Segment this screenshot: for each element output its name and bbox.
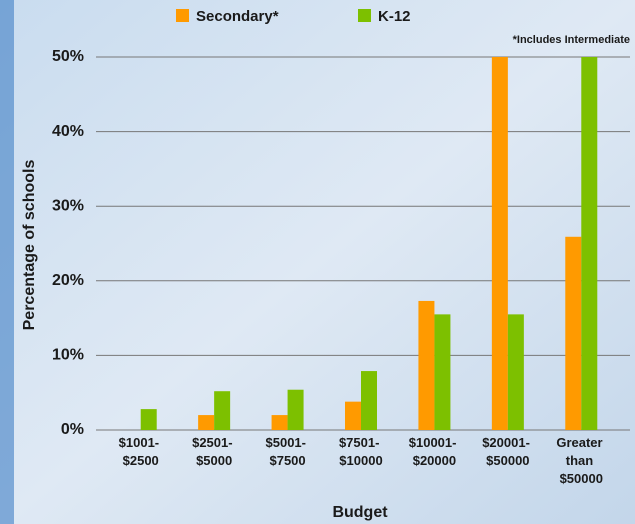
legend-swatch xyxy=(358,9,371,22)
bar xyxy=(434,314,451,430)
bar xyxy=(491,57,508,430)
y-tick-label: 40% xyxy=(52,123,84,140)
x-tick-label: $2501- $5000 xyxy=(192,435,236,468)
y-axis-label: Percentage of schools xyxy=(21,160,38,331)
x-tick-label: $10001- $20000 xyxy=(409,435,460,468)
bar xyxy=(581,57,598,430)
x-tick-label: $5001- $7500 xyxy=(266,435,310,468)
bar xyxy=(565,236,582,430)
bar xyxy=(507,314,524,430)
x-axis-label: Budget xyxy=(332,504,388,521)
bar xyxy=(418,300,435,430)
bar xyxy=(361,371,377,430)
x-tick-label: $20001- $50000 xyxy=(482,435,533,468)
y-tick-label: 0% xyxy=(61,421,84,438)
annotation: *Includes Intermediate xyxy=(513,34,630,46)
x-tick-label: $1001- $2500 xyxy=(119,435,163,468)
y-tick-label: 50% xyxy=(52,48,84,65)
y-tick-label: 30% xyxy=(52,197,84,214)
bar xyxy=(140,409,157,430)
y-tick-label: 20% xyxy=(52,272,84,289)
side-band xyxy=(0,0,14,524)
bar xyxy=(198,415,215,430)
bar xyxy=(287,389,304,430)
bar xyxy=(345,401,361,430)
x-tick-label: $7501- $10000 xyxy=(339,435,383,468)
legend-swatch xyxy=(176,9,189,22)
x-tick-label: Greater than $50000 xyxy=(556,435,606,486)
legend-label: Secondary* xyxy=(196,8,279,25)
bar xyxy=(214,391,231,430)
bar xyxy=(271,415,288,430)
y-tick-label: 10% xyxy=(52,347,84,364)
legend-label: K-12 xyxy=(378,8,411,25)
